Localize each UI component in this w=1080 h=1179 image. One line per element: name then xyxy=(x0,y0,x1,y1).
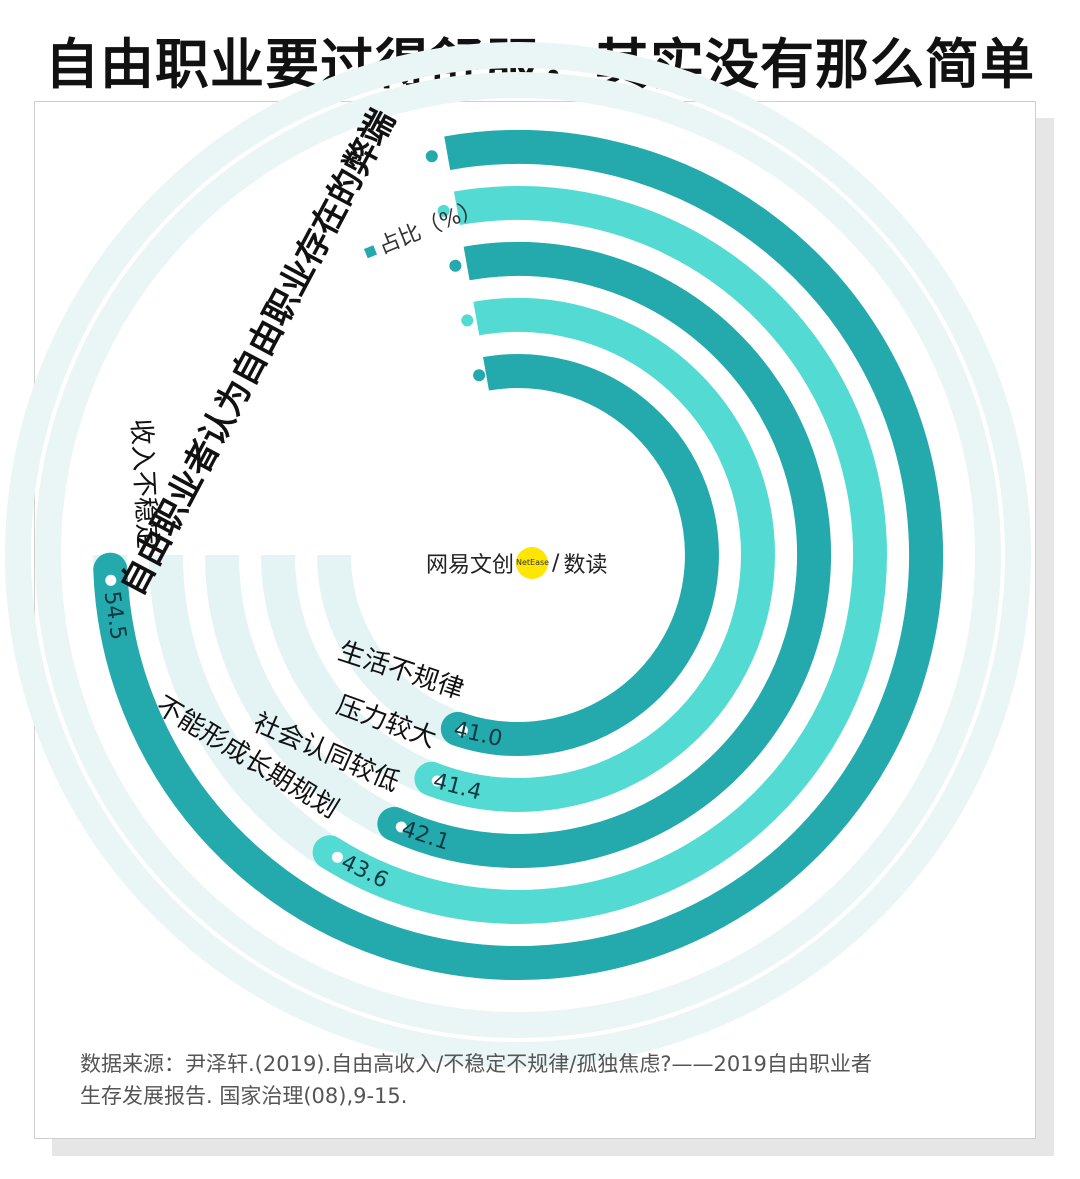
brand-name: 网易文创 xyxy=(426,553,515,578)
bar-start-dot xyxy=(473,369,486,382)
background-ring xyxy=(35,72,1001,1038)
bar-mark xyxy=(387,242,831,868)
background-ring xyxy=(5,42,1031,1068)
bar-mark xyxy=(93,130,943,980)
data-source: 数据来源：尹泽轩.(2019).自由高收入/不稳定不规律/孤独焦虑?——2019… xyxy=(80,1048,1020,1112)
brand-sub: 数读 xyxy=(563,553,608,578)
bar-end-dot xyxy=(431,775,443,787)
chart-title-group: 自由职业者认为自由职业存在的弊端 占比（%） xyxy=(113,103,486,602)
brand-badge: NetEase xyxy=(516,547,549,579)
legend-swatch xyxy=(364,245,378,259)
bar-end-dot xyxy=(395,821,407,833)
bar-mark xyxy=(452,354,719,756)
category-label: 收入不稳定 xyxy=(125,418,162,549)
brand-logo: 网易文创 NetEase / 数读 xyxy=(426,546,607,580)
bar-series xyxy=(93,130,943,980)
source-line-1: 数据来源：尹泽轩.(2019).自由高收入/不稳定不规律/孤独焦虑?——2019… xyxy=(80,1052,872,1076)
bar-end-dot xyxy=(456,724,468,736)
background-rings xyxy=(5,42,1031,1068)
bar-end-dot xyxy=(331,851,343,863)
source-line-2: 生存发展报告. 国家治理(08),9-15. xyxy=(80,1084,408,1108)
bar-start-dot xyxy=(461,314,474,327)
bar-end-dot xyxy=(105,574,117,586)
bar-end-cap xyxy=(414,761,449,796)
bar-end-cap xyxy=(93,552,128,587)
bar-mark xyxy=(425,297,775,812)
bar-start-dot xyxy=(449,259,462,272)
bar-start-dot xyxy=(425,150,438,163)
bar-start-dot xyxy=(437,204,450,217)
bar-mark xyxy=(320,185,887,924)
logo-separator: / xyxy=(552,550,560,576)
bar-end-cap xyxy=(377,806,412,841)
